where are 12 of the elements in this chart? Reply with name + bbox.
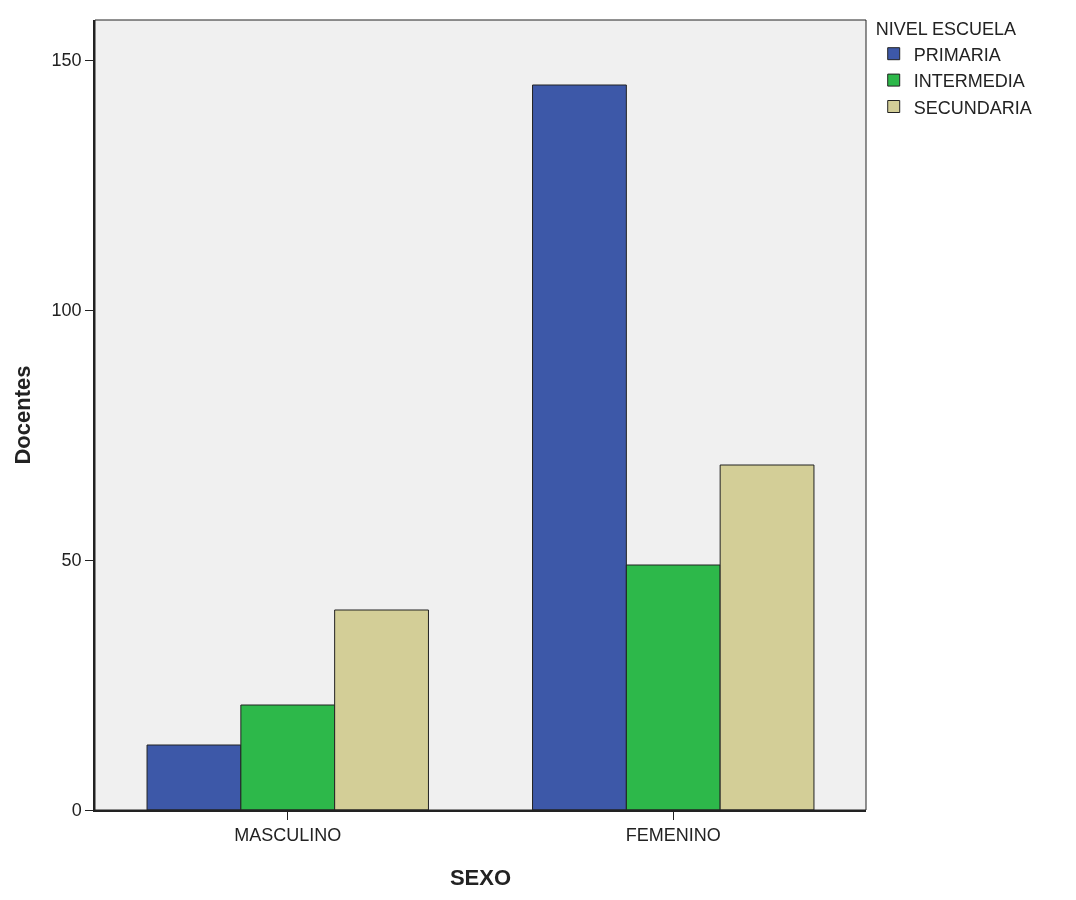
x-axis-title: SEXO — [449, 864, 512, 890]
y-tick-label: 150 — [51, 50, 82, 71]
y-axis-title: Docentes — [9, 365, 35, 465]
legend-label: SECUNDARIA — [913, 97, 1032, 118]
x-tick-label: FEMENINO — [625, 825, 721, 846]
y-tick-label: 50 — [61, 550, 82, 571]
x-tick-label: MASCULINO — [234, 825, 342, 846]
legend-label: INTERMEDIA — [913, 71, 1025, 92]
legend-title: NIVEL ESCUELA — [875, 19, 1017, 40]
y-tick-label: 100 — [51, 300, 82, 321]
legend-label: PRIMARIA — [913, 44, 1001, 65]
y-tick-label: 0 — [71, 800, 82, 821]
